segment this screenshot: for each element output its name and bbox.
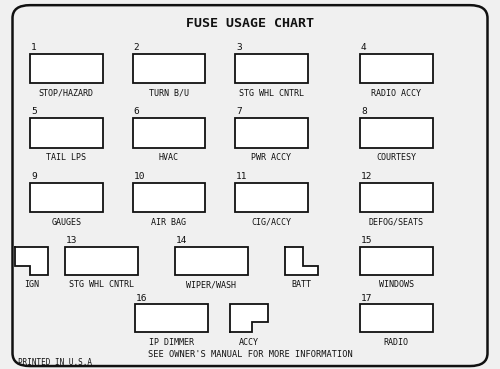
Text: 7: 7 <box>236 107 242 116</box>
Text: 3: 3 <box>236 43 242 52</box>
FancyBboxPatch shape <box>12 5 488 366</box>
Text: FUSE USAGE CHART: FUSE USAGE CHART <box>186 17 314 31</box>
Bar <box>360 183 432 212</box>
Text: 13: 13 <box>66 237 78 245</box>
Text: ACCY: ACCY <box>239 338 259 346</box>
Text: 11: 11 <box>236 172 248 181</box>
Bar <box>360 54 432 83</box>
Text: DEFOG/SEATS: DEFOG/SEATS <box>369 218 424 227</box>
Bar <box>360 304 432 332</box>
Text: STOP/HAZARD: STOP/HAZARD <box>39 89 94 97</box>
Text: TAIL LPS: TAIL LPS <box>46 153 86 162</box>
Polygon shape <box>230 304 268 332</box>
Text: AIR BAG: AIR BAG <box>151 218 186 227</box>
Bar <box>30 118 102 148</box>
Text: 12: 12 <box>361 172 372 181</box>
Text: WINDOWS: WINDOWS <box>379 280 414 289</box>
Text: 2: 2 <box>134 43 139 52</box>
Bar <box>235 118 308 148</box>
Bar <box>235 183 308 212</box>
Bar <box>175 247 248 275</box>
Text: CIG/ACCY: CIG/ACCY <box>252 218 291 227</box>
Text: COURTESY: COURTESY <box>376 153 416 162</box>
Text: WIPER/WASH: WIPER/WASH <box>186 280 236 289</box>
Text: PRINTED IN U.S.A: PRINTED IN U.S.A <box>18 358 92 367</box>
Text: SEE OWNER'S MANUAL FOR MORE INFORMATION: SEE OWNER'S MANUAL FOR MORE INFORMATION <box>148 350 352 359</box>
Text: STG WHL CNTRL: STG WHL CNTRL <box>239 89 304 97</box>
Text: RADIO ACCY: RADIO ACCY <box>371 89 421 97</box>
Text: 9: 9 <box>31 172 37 181</box>
Bar <box>360 118 432 148</box>
Text: 15: 15 <box>361 237 372 245</box>
Text: IP DIMMER: IP DIMMER <box>149 338 194 346</box>
Text: 14: 14 <box>176 237 188 245</box>
Bar <box>132 183 205 212</box>
Text: BATT: BATT <box>291 280 311 289</box>
Bar <box>135 304 208 332</box>
Text: PWR ACCY: PWR ACCY <box>252 153 291 162</box>
Text: GAUGES: GAUGES <box>52 218 81 227</box>
Bar <box>132 54 205 83</box>
Polygon shape <box>285 247 318 275</box>
Text: 17: 17 <box>361 294 372 303</box>
Bar <box>360 247 432 275</box>
Polygon shape <box>15 247 48 275</box>
Text: 10: 10 <box>134 172 145 181</box>
Text: IGN: IGN <box>24 280 39 289</box>
Text: TURN B/U: TURN B/U <box>149 89 189 97</box>
Text: 1: 1 <box>31 43 37 52</box>
Text: 5: 5 <box>31 107 37 116</box>
Bar <box>132 118 205 148</box>
Text: STG WHL CNTRL: STG WHL CNTRL <box>69 280 134 289</box>
Text: 6: 6 <box>134 107 139 116</box>
Bar <box>30 183 102 212</box>
Bar <box>235 54 308 83</box>
Text: RADIO: RADIO <box>384 338 409 346</box>
Text: 4: 4 <box>361 43 367 52</box>
Text: 8: 8 <box>361 107 367 116</box>
Text: 16: 16 <box>136 294 147 303</box>
Bar <box>30 54 102 83</box>
Text: HVAC: HVAC <box>159 153 179 162</box>
Bar <box>65 247 138 275</box>
